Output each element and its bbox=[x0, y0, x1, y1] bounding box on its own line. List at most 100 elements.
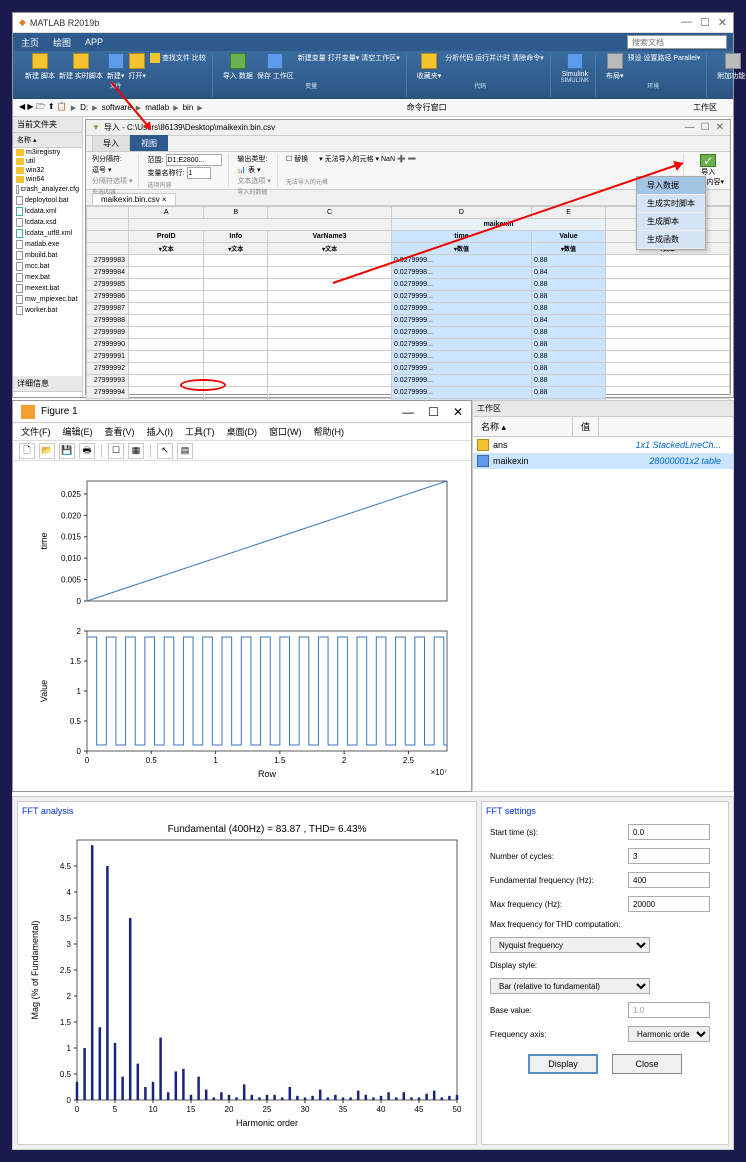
import-max-icon[interactable]: ☐ bbox=[701, 122, 710, 133]
folder-item[interactable]: m3iregistry bbox=[13, 148, 82, 157]
layout-button[interactable]: 布局▾ bbox=[606, 53, 624, 81]
menu-plots[interactable]: 绘图 bbox=[53, 36, 71, 49]
new-fig-icon[interactable]: 🗋 bbox=[19, 443, 35, 459]
thd-select[interactable]: Nyquist frequency bbox=[490, 937, 650, 953]
pointer-icon[interactable]: ↖ bbox=[157, 443, 173, 459]
save-workspace-button[interactable]: 保存 工作区 bbox=[257, 53, 294, 81]
folder-item[interactable]: lcdata.xsd bbox=[13, 217, 82, 228]
folder-item[interactable]: mbuild.bat bbox=[13, 250, 82, 261]
new-livescript-button[interactable]: 新建 实时脚本 bbox=[59, 53, 103, 81]
favorites-button[interactable]: 收藏夹▾ bbox=[417, 53, 442, 81]
import-tab-import[interactable]: 导入 bbox=[92, 135, 130, 151]
edit-fig-icon[interactable]: ☐ bbox=[108, 443, 124, 459]
new-script-button[interactable]: 新建 脚本 bbox=[25, 53, 55, 81]
start-time-label: Start time (s): bbox=[490, 828, 620, 837]
menu-apps[interactable]: APP bbox=[85, 37, 103, 47]
folder-item[interactable]: mw_mpiexec.bat bbox=[13, 294, 82, 305]
simulink-button[interactable]: Simulink bbox=[562, 53, 588, 78]
close-button[interactable]: Close bbox=[612, 1054, 682, 1074]
folder-item[interactable]: win32 bbox=[13, 166, 82, 175]
svg-text:3: 3 bbox=[67, 940, 72, 949]
fig-menu-edit[interactable]: 编辑(E) bbox=[63, 425, 93, 438]
svg-text:1: 1 bbox=[213, 756, 218, 765]
base-input[interactable] bbox=[628, 1002, 710, 1018]
print-fig-icon[interactable]: 🖶 bbox=[79, 443, 95, 459]
dropdown-gen-livescript[interactable]: 生成实时脚本 bbox=[637, 195, 705, 213]
code-stack[interactable]: 分析代码 运行并计时 清除命令▾ bbox=[445, 53, 543, 81]
fig-menu-file[interactable]: 文件(F) bbox=[21, 425, 51, 438]
find-compare-stack[interactable]: 查找文件 比较 bbox=[150, 53, 206, 81]
save-fig-icon[interactable]: 💾 bbox=[59, 443, 75, 459]
svg-text:0.025: 0.025 bbox=[61, 490, 82, 499]
fig-menu-tools[interactable]: 工具(T) bbox=[185, 425, 215, 438]
open-button[interactable]: 打开▾ bbox=[128, 53, 146, 81]
fundfreq-input[interactable] bbox=[628, 872, 710, 888]
workspace-var-row[interactable]: maikexin28000001x2 table bbox=[473, 453, 733, 469]
varrow-input[interactable] bbox=[187, 167, 211, 179]
folder-item[interactable]: mcc.bat bbox=[13, 261, 82, 272]
maximize-icon[interactable]: ☐ bbox=[700, 16, 710, 29]
folder-item[interactable]: lcdata.xml bbox=[13, 206, 82, 217]
path-bar[interactable]: ◀ ▶ 🗁 ⬆ 📋 ▶D: ▶software ▶matlab ▶bin ▶ 命… bbox=[13, 99, 733, 117]
svg-text:15: 15 bbox=[187, 1105, 196, 1114]
fig-close-icon[interactable]: ✕ bbox=[453, 405, 463, 419]
import-data-button[interactable]: 导入 数据 bbox=[223, 53, 253, 81]
range-input[interactable] bbox=[166, 154, 222, 166]
fig-menu-insert[interactable]: 插入(I) bbox=[147, 425, 174, 438]
fig-menu-window[interactable]: 窗口(W) bbox=[269, 425, 302, 438]
svg-text:0.015: 0.015 bbox=[61, 533, 82, 542]
fig-min-icon[interactable]: — bbox=[402, 405, 414, 419]
workspace-panel: 工作区 名称 ▴ 值 ans1x1 StackedLineCh...maikex… bbox=[472, 400, 734, 792]
menu-home[interactable]: 主页 bbox=[21, 36, 39, 49]
cycles-input[interactable] bbox=[628, 848, 710, 864]
dropdown-import-data[interactable]: 导入数据 bbox=[637, 177, 705, 195]
folder-item[interactable]: worker.bat bbox=[13, 305, 82, 316]
axis-label: Frequency axis: bbox=[490, 1030, 620, 1039]
fig-menu-view[interactable]: 查看(V) bbox=[105, 425, 135, 438]
folder-item[interactable]: win64 bbox=[13, 175, 82, 184]
start-time-input[interactable] bbox=[628, 824, 710, 840]
fig-menu-desktop[interactable]: 桌面(D) bbox=[227, 425, 258, 438]
svg-text:2.5: 2.5 bbox=[403, 756, 415, 765]
main-menubar: 主页 绘图 APP bbox=[13, 33, 733, 51]
import-min-icon[interactable]: — bbox=[685, 122, 695, 133]
app-title: MATLAB R2019b bbox=[30, 18, 99, 28]
new-button[interactable]: 新建▾ bbox=[107, 53, 125, 81]
doc-search-input[interactable] bbox=[627, 35, 727, 49]
fig-menu-help[interactable]: 帮助(H) bbox=[314, 425, 345, 438]
legend-icon[interactable]: ▤ bbox=[177, 443, 193, 459]
close-icon[interactable]: ✕ bbox=[718, 16, 727, 29]
dropdown-gen-function[interactable]: 生成函数 bbox=[637, 231, 705, 249]
folder-item[interactable]: lcdata_utf8.xml bbox=[13, 228, 82, 239]
open-fig-icon[interactable]: 📂 bbox=[39, 443, 55, 459]
axis-select[interactable]: Harmonic order bbox=[628, 1026, 710, 1042]
env-stack[interactable]: 预设 设置路径 Parallel▾ bbox=[628, 53, 701, 81]
import-close-icon[interactable]: ✕ bbox=[716, 122, 724, 133]
folder-item[interactable]: mexext.bat bbox=[13, 283, 82, 294]
inspect-icon[interactable]: ▦ bbox=[128, 443, 144, 459]
svg-text:1.5: 1.5 bbox=[274, 756, 286, 765]
display-button[interactable]: Display bbox=[528, 1054, 598, 1074]
fig-max-icon[interactable]: ☐ bbox=[428, 405, 439, 419]
svg-text:30: 30 bbox=[301, 1105, 310, 1114]
folder-item[interactable]: util bbox=[13, 157, 82, 166]
folder-item[interactable]: mex.bat bbox=[13, 272, 82, 283]
dropdown-gen-script[interactable]: 生成脚本 bbox=[637, 213, 705, 231]
var-stack[interactable]: 新建变量 打开变量▾ 清空工作区▾ bbox=[298, 53, 400, 81]
folder-name-col[interactable]: 名称 ▴ bbox=[13, 133, 82, 148]
minimize-icon[interactable]: — bbox=[681, 16, 692, 29]
folder-item[interactable]: matlab.exe bbox=[13, 239, 82, 250]
svg-text:0: 0 bbox=[75, 1105, 80, 1114]
workspace-var-row[interactable]: ans1x1 StackedLineCh... bbox=[473, 437, 733, 453]
maxfreq-input[interactable] bbox=[628, 896, 710, 912]
style-select[interactable]: Bar (relative to fundamental) bbox=[490, 978, 650, 994]
svg-text:3.5: 3.5 bbox=[60, 914, 72, 923]
folder-item[interactable]: deploytool.bat bbox=[13, 195, 82, 206]
addons-button[interactable]: 附加功能▾ bbox=[717, 53, 746, 81]
ws-col-name[interactable]: 名称 ▴ bbox=[473, 417, 573, 436]
svg-text:0: 0 bbox=[85, 756, 90, 765]
import-tab-view[interactable]: 视图 bbox=[130, 135, 168, 151]
import-dropdown[interactable]: 导入数据 生成实时脚本 生成脚本 生成函数 bbox=[636, 176, 706, 250]
ws-col-value[interactable]: 值 bbox=[573, 417, 599, 436]
folder-item[interactable]: crash_analyzer.cfg bbox=[13, 184, 82, 195]
